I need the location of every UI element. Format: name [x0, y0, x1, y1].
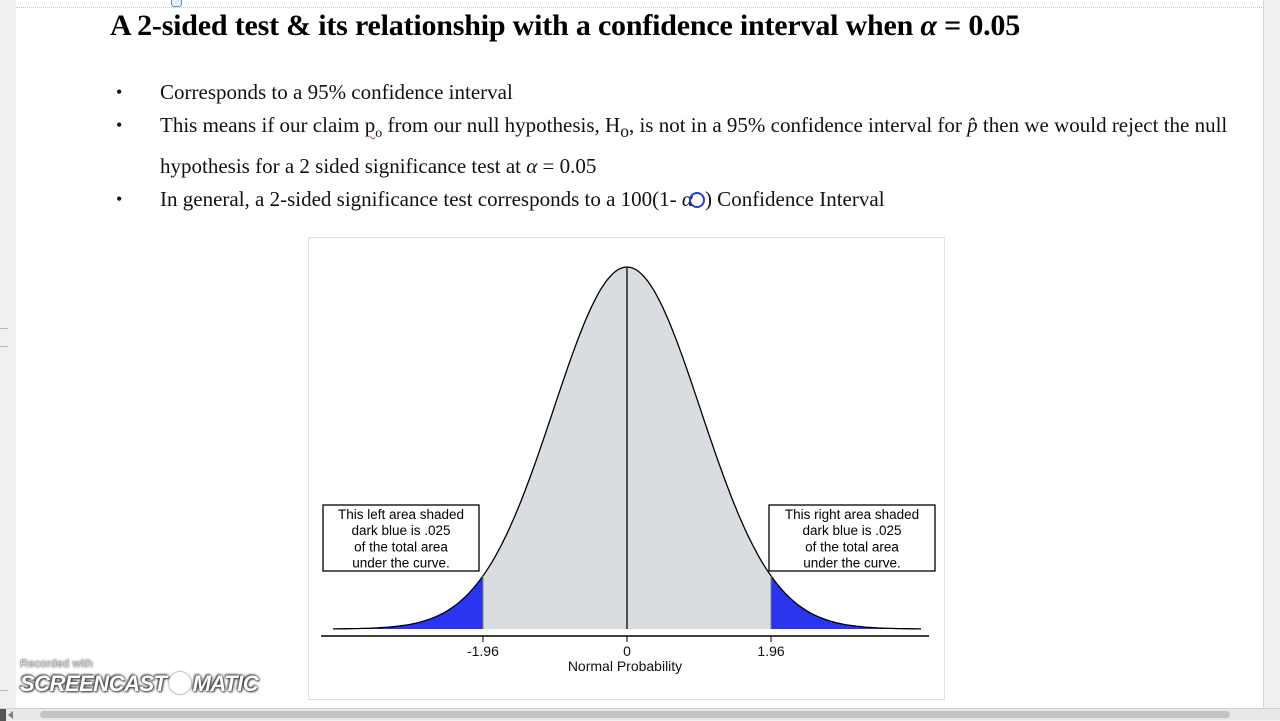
bullet-item-3: • In general, a 2-sided significance tes… [116, 183, 1236, 216]
alpha-symbol: α [526, 154, 538, 179]
page-edge [1263, 0, 1264, 708]
bullet-text: , is not in a 95% confidence interval fo… [628, 113, 968, 137]
watermark-brand-left: SCREENCAST [20, 671, 167, 696]
margin-tick [0, 328, 8, 329]
bullet-dot: • [116, 189, 123, 210]
x-tick-label: -1.96 [467, 643, 499, 659]
bullet-dot: • [116, 82, 123, 102]
scroll-left-arrow-icon[interactable] [8, 711, 13, 719]
normal-distribution-chart: -1.96 0 1.96 Normal Probability This left ar… [308, 237, 945, 700]
horizontal-scrollbar[interactable] [0, 708, 1280, 721]
title-value: = 0.05 [936, 9, 1021, 42]
title-text: A 2-sided test & its relationship with a… [110, 9, 921, 42]
p-subscript: o [375, 126, 383, 142]
screencast-watermark: Recorded with SCREENCAST MATIC [20, 658, 259, 697]
scrollbar-thumb[interactable] [40, 711, 1230, 718]
x-tick-label: 0 [623, 643, 631, 659]
left-annotation-line: dark blue is .025 [351, 523, 450, 538]
left-annotation-line: of the total area [354, 539, 448, 554]
right-annotation-line: of the total area [805, 539, 899, 554]
right-annotation-box [768, 504, 936, 572]
page-title: A 2-sided test & its relationship with a… [110, 9, 1020, 43]
left-annotation-box [322, 504, 480, 572]
h-subscript: o [620, 121, 629, 142]
right-annotation-line: dark blue is .025 [802, 523, 901, 538]
left-annotation-line: This left area shaded [338, 507, 464, 522]
left-tail-region [333, 576, 483, 629]
margin-tick [0, 690, 8, 691]
right-annotation-line: under the curve. [803, 556, 901, 571]
scrollbar-corner [0, 709, 6, 721]
margin-tick [0, 346, 8, 347]
left-annotation-line: under the curve. [352, 556, 450, 571]
bullet-text: ) Confidence Interval [704, 187, 885, 212]
ruler-indent-marker[interactable] [171, 0, 182, 7]
bullet-item-2: • This means if our claim po from our nu… [116, 109, 1236, 183]
p-hat-symbol: p̂ [967, 113, 978, 137]
screencast-logo-icon [168, 672, 191, 694]
watermark-brand: SCREENCAST MATIC [20, 671, 259, 697]
x-tick-label: 1.96 [757, 643, 784, 659]
bullet-text: Corresponds to a 95% confidence interval [160, 80, 513, 104]
p-null-symbol: po [364, 113, 383, 141]
right-tail-region [771, 576, 921, 629]
x-axis-title: Normal Probability [568, 658, 682, 674]
top-ruler [16, 0, 1264, 8]
title-alpha: α [920, 9, 937, 42]
alpha-symbol: α [681, 187, 693, 212]
bullet-text: In general, a 2-sided significance test … [160, 187, 682, 212]
bullet-item-1: • Corresponds to a 95% confidence interv… [116, 76, 1236, 109]
bullet-text: = 0.05 [537, 154, 597, 179]
right-annotation-line: This right area shaded [785, 507, 919, 522]
watermark-brand-right: MATIC [192, 671, 259, 696]
cursor-annotation-circle [688, 192, 705, 209]
bullet-text: then we would reject the null hypothesis… [160, 113, 1228, 179]
p-letter: p [364, 113, 376, 137]
bullet-list: • Corresponds to a 95% confidence interv… [116, 76, 1236, 216]
watermark-recorded-label: Recorded with [20, 658, 93, 670]
chart-svg: -1.96 0 1.96 Normal Probability This left ar… [321, 266, 936, 674]
bullet-text: from our null hypothesis, H [382, 113, 621, 137]
bullet-text: This means if our claim [160, 113, 365, 137]
bullet-dot: • [116, 115, 123, 135]
